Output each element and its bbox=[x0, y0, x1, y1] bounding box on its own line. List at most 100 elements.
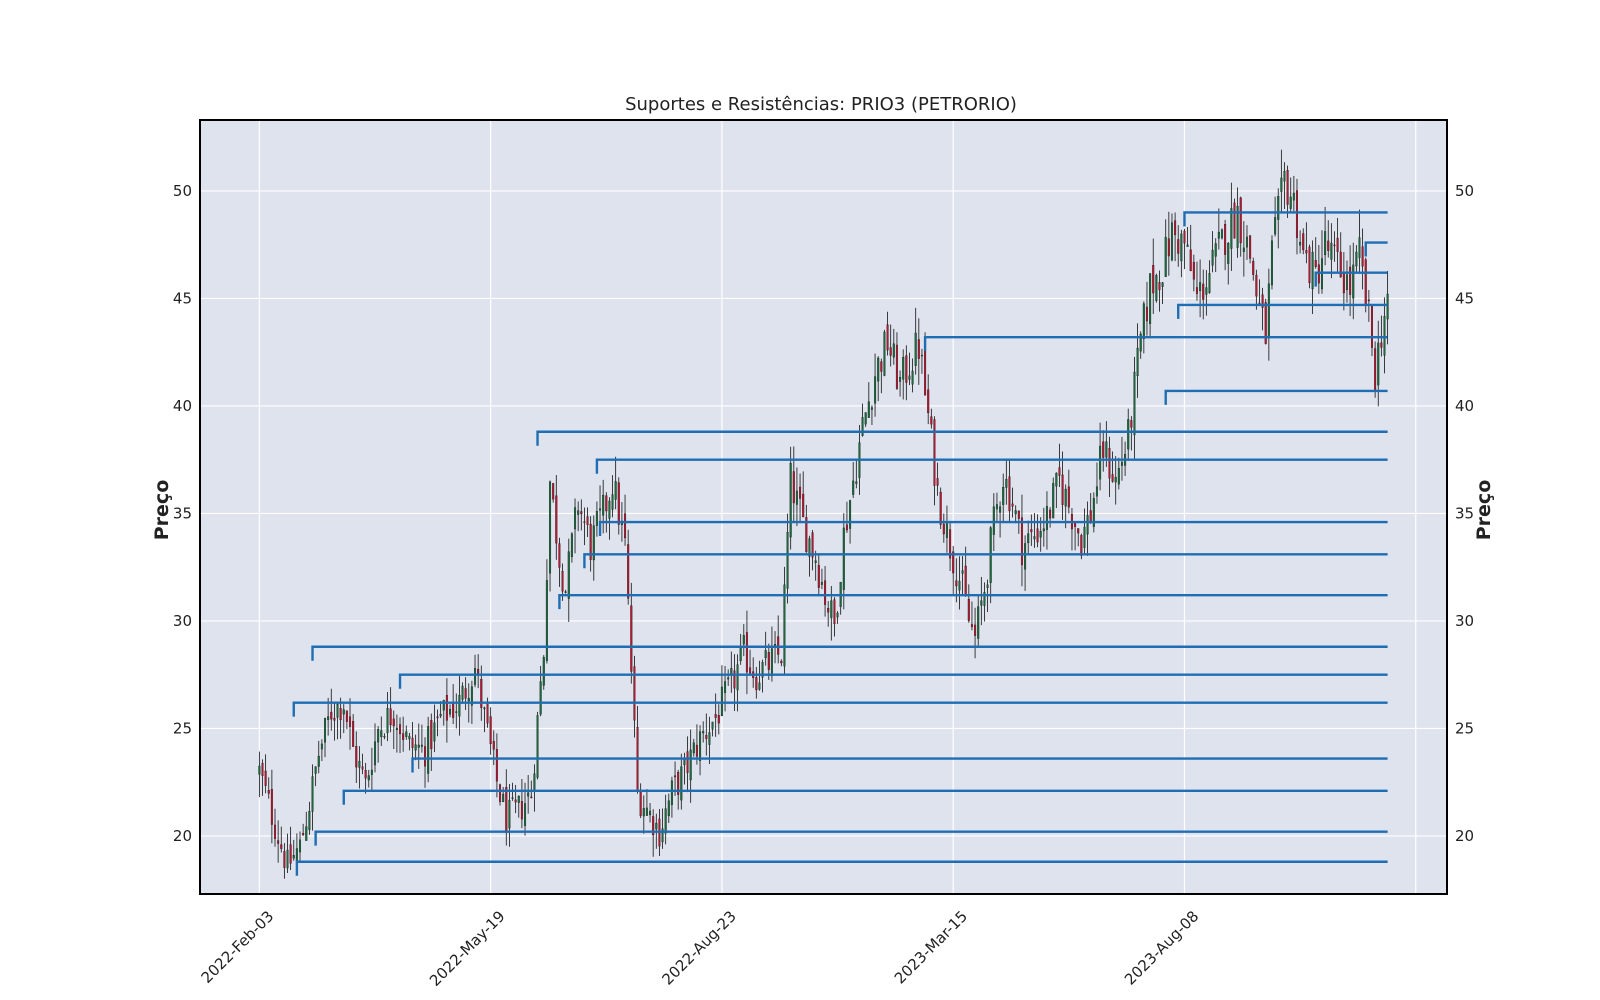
candle bbox=[414, 734, 417, 761]
candle bbox=[433, 704, 436, 753]
candle bbox=[1217, 208, 1220, 250]
candle bbox=[1186, 227, 1189, 247]
candle bbox=[567, 538, 570, 623]
candle bbox=[289, 826, 292, 871]
candle bbox=[1077, 528, 1080, 547]
candle bbox=[1192, 254, 1195, 292]
candle bbox=[664, 794, 667, 845]
candle bbox=[1252, 257, 1255, 281]
level-line bbox=[598, 520, 1388, 537]
candle bbox=[392, 710, 395, 750]
candle bbox=[1245, 225, 1248, 260]
candle bbox=[1083, 508, 1086, 556]
y-tick-label: 45 bbox=[1455, 289, 1474, 307]
candle bbox=[999, 501, 1002, 538]
candle bbox=[702, 721, 705, 743]
candle bbox=[520, 778, 523, 829]
candle bbox=[833, 597, 836, 637]
candle bbox=[1317, 245, 1320, 294]
level-line bbox=[292, 701, 1388, 717]
candle bbox=[917, 318, 920, 385]
candle bbox=[995, 492, 998, 522]
y-tick-label: 45 bbox=[173, 289, 192, 307]
candle bbox=[364, 762, 367, 794]
candle bbox=[820, 568, 823, 590]
candle bbox=[1227, 242, 1230, 285]
candle bbox=[902, 349, 905, 400]
candle bbox=[649, 803, 652, 823]
y-tick-label: 25 bbox=[1455, 719, 1474, 737]
candle bbox=[764, 631, 767, 666]
candle bbox=[477, 654, 480, 689]
candle bbox=[855, 459, 858, 489]
y-axis-right: 20 25 30 35 40 45 50 bbox=[1455, 182, 1474, 845]
candle bbox=[1108, 436, 1111, 498]
candle bbox=[1239, 196, 1242, 257]
candle bbox=[1086, 501, 1089, 556]
candle bbox=[686, 736, 689, 793]
candle bbox=[1277, 188, 1280, 249]
candle bbox=[439, 701, 442, 719]
candle bbox=[605, 492, 608, 533]
candle bbox=[395, 714, 398, 753]
candle bbox=[961, 555, 964, 596]
candle bbox=[1189, 224, 1192, 272]
candle bbox=[817, 553, 820, 595]
candle bbox=[1149, 272, 1152, 339]
candle bbox=[877, 356, 880, 402]
candle bbox=[574, 498, 577, 554]
candle bbox=[555, 475, 558, 560]
candle bbox=[914, 307, 917, 375]
candle bbox=[1270, 235, 1273, 290]
level-line bbox=[398, 673, 1388, 689]
candle bbox=[339, 697, 342, 739]
candle bbox=[333, 702, 336, 741]
candle bbox=[1236, 187, 1239, 258]
candle bbox=[355, 731, 358, 784]
candle bbox=[1045, 491, 1048, 550]
candle bbox=[564, 589, 567, 594]
candle bbox=[1136, 323, 1139, 398]
candle bbox=[558, 537, 561, 587]
candle bbox=[899, 370, 902, 397]
level-line bbox=[1314, 271, 1388, 287]
candle bbox=[455, 693, 458, 729]
candle bbox=[799, 473, 802, 522]
candle bbox=[949, 522, 952, 571]
candle bbox=[358, 746, 361, 789]
candle bbox=[370, 747, 373, 791]
candle bbox=[770, 626, 773, 682]
candle bbox=[1145, 281, 1148, 336]
candle bbox=[842, 513, 845, 610]
candle bbox=[1030, 514, 1033, 546]
candle bbox=[895, 332, 898, 390]
x-tick-label: 2023-Mar-15 bbox=[891, 907, 971, 987]
candle bbox=[549, 480, 552, 592]
candle bbox=[299, 831, 302, 861]
candle bbox=[552, 483, 555, 503]
candle bbox=[742, 624, 745, 657]
candle bbox=[280, 826, 283, 853]
candle bbox=[589, 516, 592, 572]
candle bbox=[883, 329, 886, 377]
candle bbox=[892, 328, 895, 365]
candle bbox=[1314, 237, 1317, 269]
candle bbox=[795, 467, 798, 527]
candle bbox=[1224, 219, 1227, 271]
candle bbox=[1208, 260, 1211, 294]
candle bbox=[530, 780, 533, 799]
candle bbox=[745, 610, 748, 695]
candle bbox=[1052, 477, 1055, 519]
candle bbox=[1352, 242, 1355, 320]
candle bbox=[474, 654, 477, 688]
candle bbox=[1295, 178, 1298, 255]
candle bbox=[436, 709, 439, 737]
candle bbox=[314, 766, 317, 787]
candle bbox=[1242, 221, 1245, 277]
candle bbox=[1055, 472, 1058, 509]
candle bbox=[1174, 212, 1177, 262]
candle bbox=[383, 733, 386, 740]
candle bbox=[1336, 217, 1339, 273]
candle bbox=[1195, 261, 1198, 301]
candle bbox=[1299, 230, 1302, 254]
